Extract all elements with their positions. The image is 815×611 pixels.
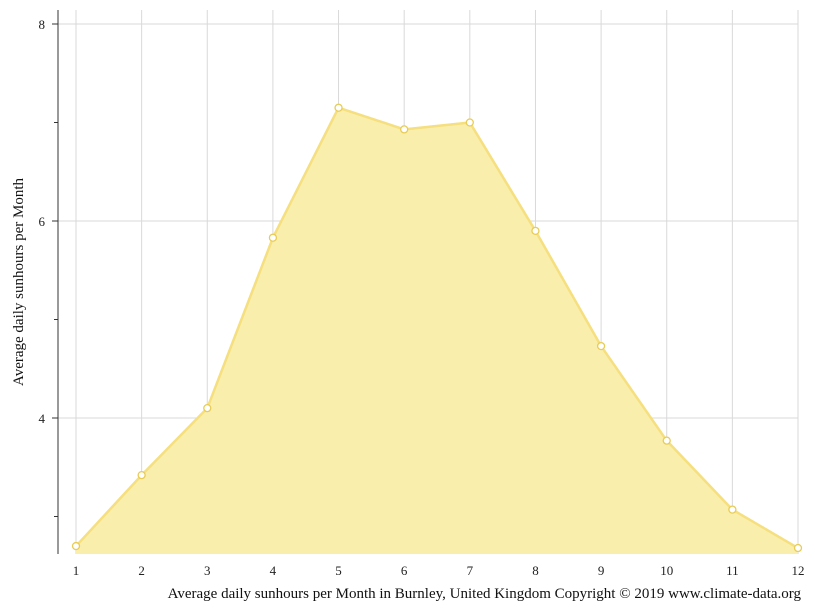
x-tick-label: 12 — [792, 563, 805, 578]
data-point — [793, 543, 803, 553]
data-point — [596, 341, 606, 351]
x-tick-label: 7 — [467, 563, 474, 578]
x-tick-label: 10 — [660, 563, 673, 578]
data-point — [203, 403, 212, 413]
area-fill — [76, 107, 798, 554]
data-point — [728, 505, 737, 514]
data-point — [662, 436, 671, 445]
data-point — [465, 118, 474, 127]
data-point — [71, 541, 81, 551]
data-point — [400, 125, 409, 134]
x-tick-label: 4 — [270, 563, 277, 578]
x-tick-label: 3 — [204, 563, 211, 578]
point-layer — [71, 103, 803, 553]
data-point — [137, 470, 146, 480]
x-tick-label: 1 — [73, 563, 80, 578]
x-tick-label: 6 — [401, 563, 408, 578]
x-tick-label: 2 — [138, 563, 145, 578]
x-tick-label: 9 — [598, 563, 605, 578]
data-point — [531, 226, 540, 236]
x-tick-label: 8 — [532, 563, 539, 578]
y-tick-label: 4 — [39, 411, 46, 426]
series-line — [75, 106, 799, 550]
axis-layer — [52, 10, 59, 554]
y-tick-label: 6 — [39, 214, 46, 229]
y-tick-label: 8 — [39, 17, 46, 32]
chart-caption: Average daily sunhours per Month in Burn… — [168, 586, 802, 602]
data-point — [334, 103, 343, 112]
x-tick-label: 11 — [726, 563, 739, 578]
y-axis-title: Average daily sunhours per Month — [11, 178, 27, 387]
data-point — [268, 233, 278, 242]
area-layer — [75, 106, 799, 554]
x-tick-label: 5 — [335, 563, 342, 578]
